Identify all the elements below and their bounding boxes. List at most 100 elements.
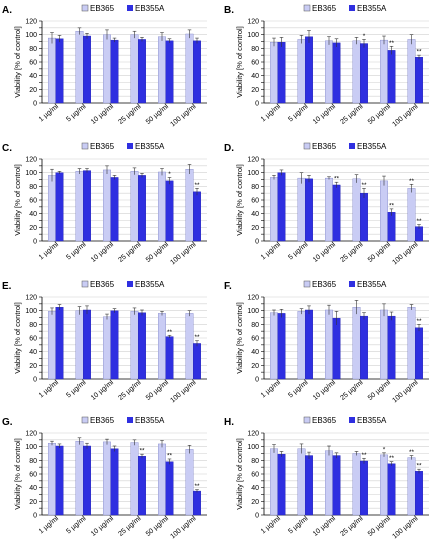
legend-swatch-eb365 <box>303 280 311 288</box>
x-tick-label: 100 µg/ml <box>391 241 419 266</box>
bar-eb365-1 <box>75 310 84 380</box>
x-tick-label: 1 µg/ml <box>260 379 283 399</box>
bar-eb365-1 <box>297 448 306 516</box>
y-tick-label: 0 <box>33 377 37 384</box>
x-tick-label: 10 µg/ml <box>90 241 116 264</box>
bar-eb355a-0 <box>55 172 64 242</box>
bar-eb365-5 <box>185 33 194 104</box>
y-tick-label: 80 <box>251 46 259 53</box>
bar-eb355a-5 <box>193 343 201 380</box>
x-tick-label: 10 µg/ml <box>90 379 116 402</box>
x-tick-label: 50 µg/ml <box>367 379 393 402</box>
y-tick-label: 60 <box>29 198 37 205</box>
y-tick-label: 80 <box>29 46 37 53</box>
y-tick-label: 120 <box>247 19 259 26</box>
bar-eb365-5 <box>407 457 416 516</box>
legend-swatch-eb355a <box>349 5 355 11</box>
bar-eb355a-1 <box>305 455 313 516</box>
legend-label-eb365: EB365 <box>90 4 115 13</box>
bar-eb355a-4 <box>165 180 174 242</box>
bar-eb365-5 <box>407 39 416 104</box>
significance-marker: ** <box>194 334 200 341</box>
bar-eb365-4 <box>380 39 388 104</box>
bar-eb365-2 <box>103 316 111 380</box>
bar-eb365-3 <box>130 171 139 242</box>
bar-eb365-2 <box>325 450 333 516</box>
y-tick-label: 0 <box>255 101 259 108</box>
significance-marker: ** <box>361 182 367 189</box>
y-tick-label: 100 <box>25 308 37 315</box>
bar-eb365-0 <box>270 41 278 104</box>
legend-label-eb355a: EB355A <box>357 142 387 151</box>
panel-label: A. <box>2 5 12 16</box>
legend-swatch-eb355a <box>349 143 355 149</box>
significance-marker: ** <box>194 182 200 189</box>
y-tick-label: 0 <box>255 377 259 384</box>
bar-eb365-2 <box>103 169 111 242</box>
x-tick-label: 1 µg/ml <box>260 241 283 261</box>
y-tick-label: 60 <box>29 60 37 67</box>
legend-swatch-eb365 <box>81 4 89 12</box>
bar-eb355a-5 <box>193 191 201 242</box>
bar-eb365-4 <box>380 180 388 242</box>
y-tick-label: 80 <box>251 458 259 465</box>
x-tick-label: 10 µg/ml <box>90 103 116 126</box>
y-tick-label: 20 <box>251 225 259 232</box>
x-tick-label: 5 µg/ml <box>65 103 88 123</box>
y-tick-label: 80 <box>29 458 37 465</box>
y-tick-label: 60 <box>251 60 259 67</box>
bar-eb355a-3 <box>360 315 368 380</box>
legend-label-eb365: EB365 <box>90 416 115 425</box>
y-tick-label: 60 <box>29 336 37 343</box>
bar-eb365-5 <box>185 169 194 242</box>
bar-eb365-4 <box>380 309 388 380</box>
significance-marker: ** <box>361 452 367 459</box>
y-tick-label: 40 <box>251 73 259 80</box>
bar-eb355a-0 <box>277 453 286 516</box>
y-tick-label: 120 <box>25 19 37 26</box>
significance-marker: ** <box>139 448 145 455</box>
significance-marker: * <box>168 171 171 178</box>
legend-label-eb355a: EB355A <box>357 416 387 425</box>
x-tick-label: 5 µg/ml <box>65 379 88 399</box>
legend-swatch-eb365 <box>81 416 89 424</box>
legend-label-eb355a: EB355A <box>135 280 165 289</box>
bar-eb355a-0 <box>277 172 286 242</box>
bar-eb365-2 <box>103 34 111 104</box>
y-tick-label: 100 <box>247 32 259 39</box>
bar-eb355a-1 <box>305 309 313 380</box>
legend-label-eb355a: EB355A <box>135 416 165 425</box>
bar-eb365-5 <box>407 307 416 380</box>
bar-eb365-3 <box>130 442 139 516</box>
y-axis-label: Viability [% of control] <box>235 302 244 374</box>
x-tick-label: 100 µg/ml <box>169 379 197 404</box>
bar-eb365-1 <box>297 177 306 242</box>
legend-label-eb355a: EB355A <box>135 142 165 151</box>
bar-eb365-3 <box>130 311 139 380</box>
bar-eb355a-5 <box>415 226 423 242</box>
bar-eb365-0 <box>48 175 56 242</box>
y-tick-label: 40 <box>251 485 259 492</box>
y-tick-label: 40 <box>251 349 259 356</box>
bar-eb365-1 <box>297 311 306 380</box>
legend-swatch-eb365 <box>303 416 311 424</box>
panel-label: D. <box>224 143 234 154</box>
y-tick-label: 20 <box>251 363 259 370</box>
bar-eb355a-5 <box>415 471 423 516</box>
significance-marker: ** <box>416 463 422 470</box>
y-tick-label: 40 <box>251 211 259 218</box>
bar-eb355a-3 <box>360 460 368 516</box>
x-tick-label: 25 µg/ml <box>117 515 143 538</box>
y-tick-label: 0 <box>255 239 259 246</box>
significance-marker: ** <box>389 40 395 47</box>
y-axis-label: Viability [% of control] <box>235 438 244 510</box>
y-tick-label: 20 <box>251 499 259 506</box>
panel-label: F. <box>224 281 232 292</box>
legend-label-eb355a: EB355A <box>357 4 387 13</box>
y-tick-label: 100 <box>247 444 259 451</box>
y-tick-label: 120 <box>25 157 37 164</box>
y-axis-label: Viability [% of control] <box>13 164 22 236</box>
